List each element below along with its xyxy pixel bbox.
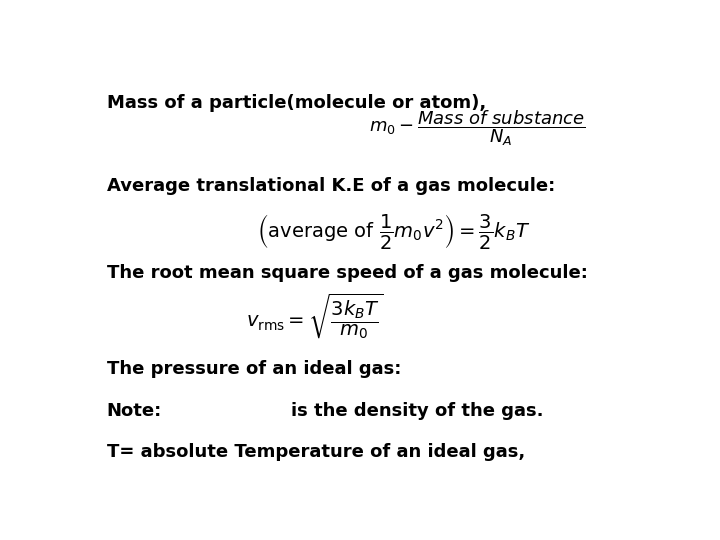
Text: Mass of a particle(molecule or atom),: Mass of a particle(molecule or atom), — [107, 94, 486, 112]
Text: $m_0 - \dfrac{\mathit{Mass\ of\ substance}}{N_A}$: $m_0 - \dfrac{\mathit{Mass\ of\ substanc… — [369, 109, 585, 148]
Text: $\left(\mathrm{average\ of\ }\dfrac{1}{2}m_0v^2\right) = \dfrac{3}{2}k_BT$: $\left(\mathrm{average\ of\ }\dfrac{1}{2… — [258, 212, 531, 252]
Text: Note:: Note: — [107, 402, 162, 420]
Text: Average translational K.E of a gas molecule:: Average translational K.E of a gas molec… — [107, 177, 555, 195]
Text: $v_{\mathrm{rms}} = \sqrt{\dfrac{3k_BT}{m_0}}$: $v_{\mathrm{rms}} = \sqrt{\dfrac{3k_BT}{… — [246, 292, 384, 341]
Text: The pressure of an ideal gas:: The pressure of an ideal gas: — [107, 360, 401, 378]
Text: The root mean square speed of a gas molecule:: The root mean square speed of a gas mole… — [107, 265, 588, 282]
Text: is the density of the gas.: is the density of the gas. — [291, 402, 544, 420]
Text: T= absolute Temperature of an ideal gas,: T= absolute Temperature of an ideal gas, — [107, 443, 525, 461]
